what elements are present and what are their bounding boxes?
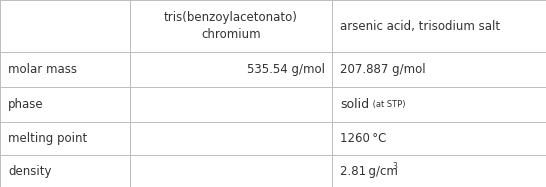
Text: 2.81 g/cm: 2.81 g/cm [340, 165, 398, 177]
Text: phase: phase [8, 98, 44, 111]
Text: 3: 3 [392, 162, 397, 171]
Text: melting point: melting point [8, 132, 87, 145]
Text: (at STP): (at STP) [370, 100, 406, 109]
Text: arsenic acid, trisodium salt: arsenic acid, trisodium salt [340, 19, 500, 33]
Text: density: density [8, 165, 51, 177]
Text: 1260 °C: 1260 °C [340, 132, 387, 145]
Text: solid: solid [340, 98, 369, 111]
Text: 535.54 g/mol: 535.54 g/mol [247, 63, 325, 76]
Text: molar mass: molar mass [8, 63, 77, 76]
Text: tris(benzoylacetonato)
chromium: tris(benzoylacetonato) chromium [164, 11, 298, 41]
Text: 207.887 g/mol: 207.887 g/mol [340, 63, 426, 76]
